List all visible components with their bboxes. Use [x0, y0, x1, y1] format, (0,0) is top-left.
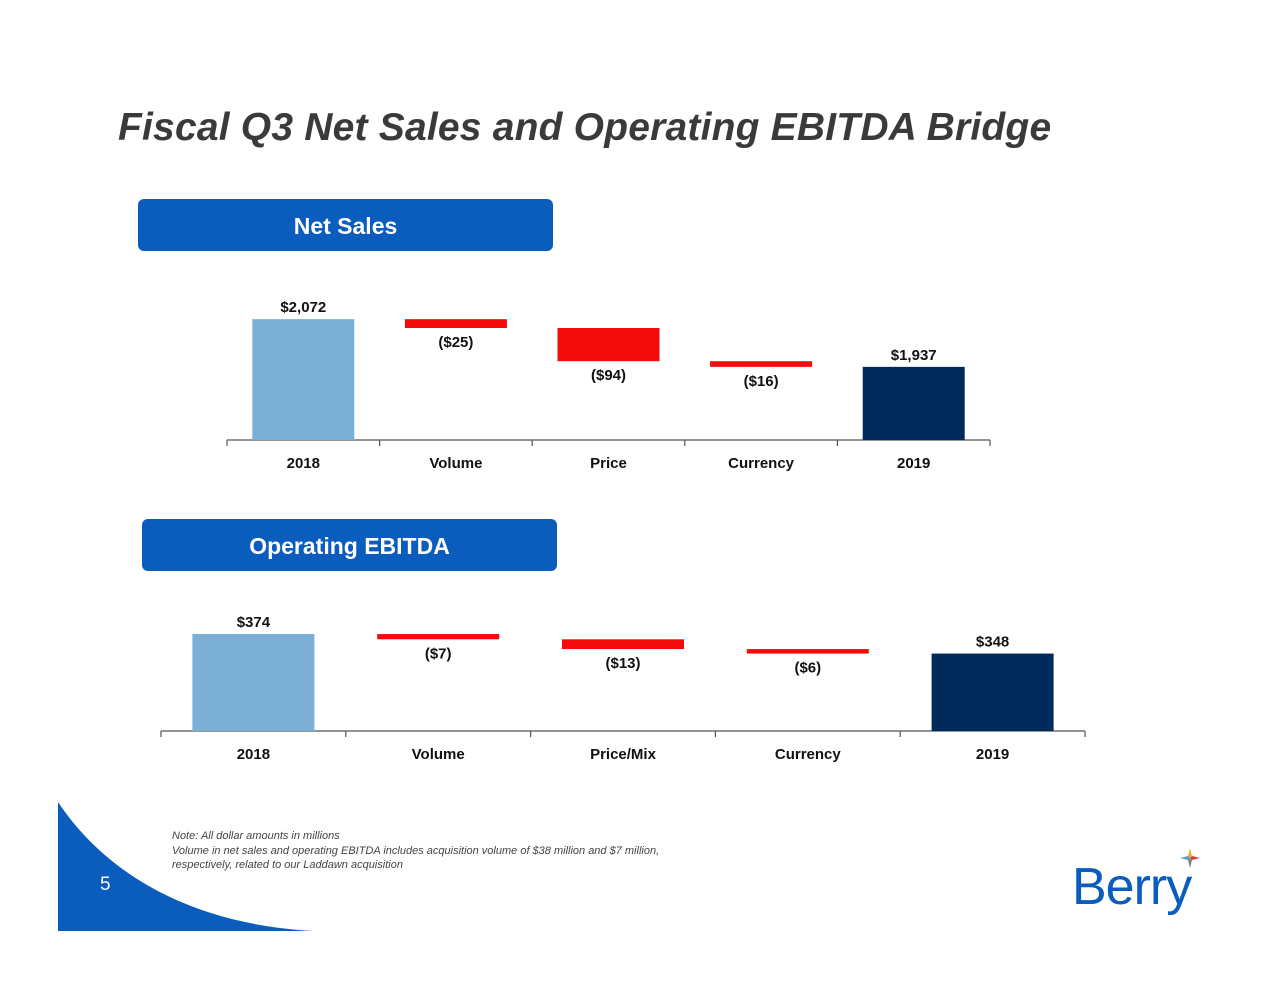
decrease-bar	[746, 649, 869, 654]
x-tick-label: Price	[590, 455, 627, 472]
data-label: $1,937	[891, 347, 937, 364]
data-label: $348	[976, 634, 1009, 651]
slide-title: Fiscal Q3 Net Sales and Operating EBITDA…	[118, 106, 1052, 149]
decrease-bar	[377, 634, 500, 640]
logo-star-icon	[1180, 848, 1200, 868]
end-total-bar	[862, 366, 965, 440]
berry-logo: Berry	[1072, 848, 1200, 916]
x-tick-label: Volume	[412, 746, 465, 763]
x-tick-label: Price/Mix	[590, 746, 657, 763]
start-total-bar	[252, 319, 355, 440]
data-label: ($13)	[605, 655, 640, 672]
footnotes: Note: All dollar amounts in millions Vol…	[172, 829, 659, 873]
operating-ebitda-banner: Operating EBITDA	[142, 519, 557, 571]
x-tick-label: Currency	[775, 746, 842, 763]
end-total-bar	[931, 653, 1054, 731]
data-label: ($94)	[591, 367, 626, 384]
decrease-bar	[562, 639, 684, 650]
page-number: 5	[100, 874, 111, 895]
data-label: $374	[237, 614, 271, 631]
data-label: ($7)	[425, 645, 452, 662]
footnote-line: Volume in net sales and operating EBITDA…	[172, 844, 660, 857]
berry-logo-text: Berry	[1072, 858, 1192, 916]
corner-swoosh-decoration	[58, 802, 314, 931]
data-label: ($16)	[744, 373, 779, 390]
x-tick-label: Volume	[429, 455, 482, 472]
x-tick-label: 2019	[897, 455, 930, 472]
decrease-bar	[404, 319, 507, 329]
x-tick-label: 2018	[287, 455, 320, 472]
data-label: ($25)	[438, 334, 473, 351]
net-sales-banner: Net Sales	[138, 199, 553, 251]
footnote-line: respectively, related to our Laddawn acq…	[172, 859, 403, 871]
decrease-bar	[710, 361, 813, 367]
start-total-bar	[192, 634, 315, 731]
x-tick-label: 2018	[237, 746, 270, 763]
footnote-line: Note: All dollar amounts in millions	[172, 830, 340, 842]
data-label: ($6)	[794, 660, 821, 677]
data-label: $2,072	[280, 299, 326, 316]
x-tick-label: 2019	[976, 746, 1009, 763]
x-tick-label: Currency	[728, 455, 795, 472]
decrease-bar	[557, 328, 660, 362]
